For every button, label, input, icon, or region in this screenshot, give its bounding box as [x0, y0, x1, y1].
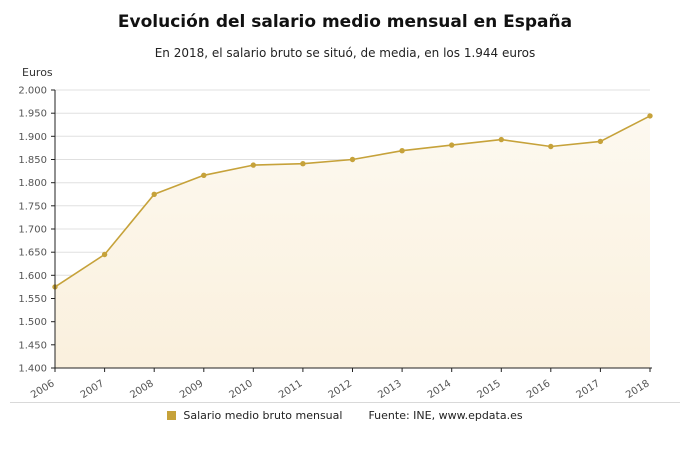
x-tick-label: 2009 [178, 378, 205, 401]
chart-point [349, 156, 356, 163]
source-text: Fuente: INE, www.epdata.es [368, 409, 523, 422]
chart-subtitle: En 2018, el salario bruto se situó, de m… [154, 46, 536, 60]
salary-line-chart: 1.400 1.450 1.500 1.550 1.600 1.650 1.700 1.750… [18, 86, 653, 401]
legend-label: Salario medio bruto mensual [183, 409, 343, 422]
x-tick-label: 2010 [227, 378, 254, 401]
chart-point [498, 136, 504, 143]
x-tick-label: 2011 [277, 378, 304, 401]
y-tick-label: 1.400 [18, 364, 47, 375]
x-tick-label: 2014 [426, 378, 453, 401]
y-tick-label: 1.800 [18, 178, 47, 189]
y-tick-label: 1.900 [18, 132, 47, 143]
y-tick-label: 1.550 [18, 294, 47, 305]
chart-point [399, 148, 405, 154]
x-tick-label: 2013 [376, 378, 403, 401]
x-tick-label: 2008 [128, 378, 155, 401]
chart-point [101, 251, 108, 258]
x-tick-label: 2006 [29, 378, 56, 401]
x-tick-label: 2007 [79, 378, 106, 401]
legend-item: Salario medio bruto mensual [167, 409, 342, 422]
y-axis-unit-label: Euros [22, 66, 53, 79]
footer-divider [10, 402, 680, 403]
y-tick-label: 1.650 [18, 248, 47, 259]
line-chart-container: 1.400 1.450 1.500 1.550 1.600 1.650 1.700 1.750… [0, 84, 690, 402]
chart-area-fill [55, 115, 650, 369]
chart-point [300, 161, 306, 167]
chart-footer: Salario medio bruto mensual Fuente: INE,… [0, 409, 690, 422]
chart-point [201, 172, 207, 178]
y-tick-label: 1.500 [18, 317, 47, 328]
y-tick-label: 1.950 [18, 109, 47, 120]
x-tick-label: 2017 [575, 378, 602, 401]
x-tick-label: 2012 [327, 378, 354, 401]
chart-title: Evolución del salario medio mensual en E… [117, 12, 573, 32]
chart-point [449, 142, 455, 148]
y-tick-label: 2.000 [18, 86, 47, 97]
y-tick-label: 1.850 [18, 155, 47, 166]
y-tick-label: 1.700 [18, 225, 47, 236]
x-tick-label: 2015 [475, 378, 502, 401]
legend-swatch-icon [167, 411, 177, 420]
y-tick-label: 1.450 [18, 340, 47, 351]
y-tick-label: 1.750 [18, 201, 47, 212]
y-tick-label: 1.600 [18, 271, 47, 282]
chart-point [647, 113, 653, 119]
chart-point [597, 138, 604, 145]
chart-point [151, 191, 157, 197]
x-tick-label: 2018 [624, 378, 651, 401]
x-tick-label: 2016 [525, 378, 552, 401]
chart-point [548, 143, 554, 150]
chart-point [250, 162, 256, 168]
